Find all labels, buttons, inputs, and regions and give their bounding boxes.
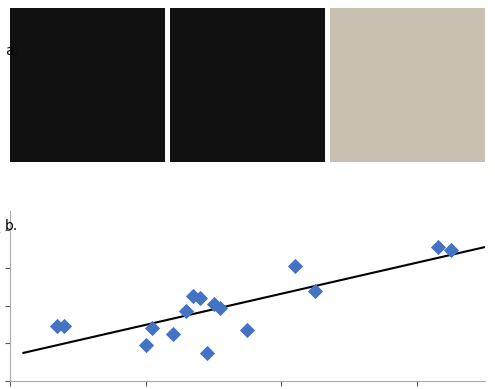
Text: b.: b. <box>5 219 18 233</box>
Point <box>291 263 299 269</box>
Point <box>142 342 149 349</box>
Point <box>434 244 442 250</box>
Point <box>148 325 156 331</box>
Point <box>60 323 68 329</box>
Point <box>196 295 204 301</box>
Point <box>183 308 191 314</box>
Point <box>447 247 455 253</box>
Point <box>169 331 177 337</box>
Point <box>209 301 217 307</box>
Text: a.: a. <box>5 44 18 58</box>
Point <box>189 293 197 299</box>
Point <box>311 287 319 294</box>
Point <box>216 305 224 311</box>
Point <box>53 323 61 329</box>
Point <box>203 350 211 356</box>
Point <box>244 327 251 333</box>
